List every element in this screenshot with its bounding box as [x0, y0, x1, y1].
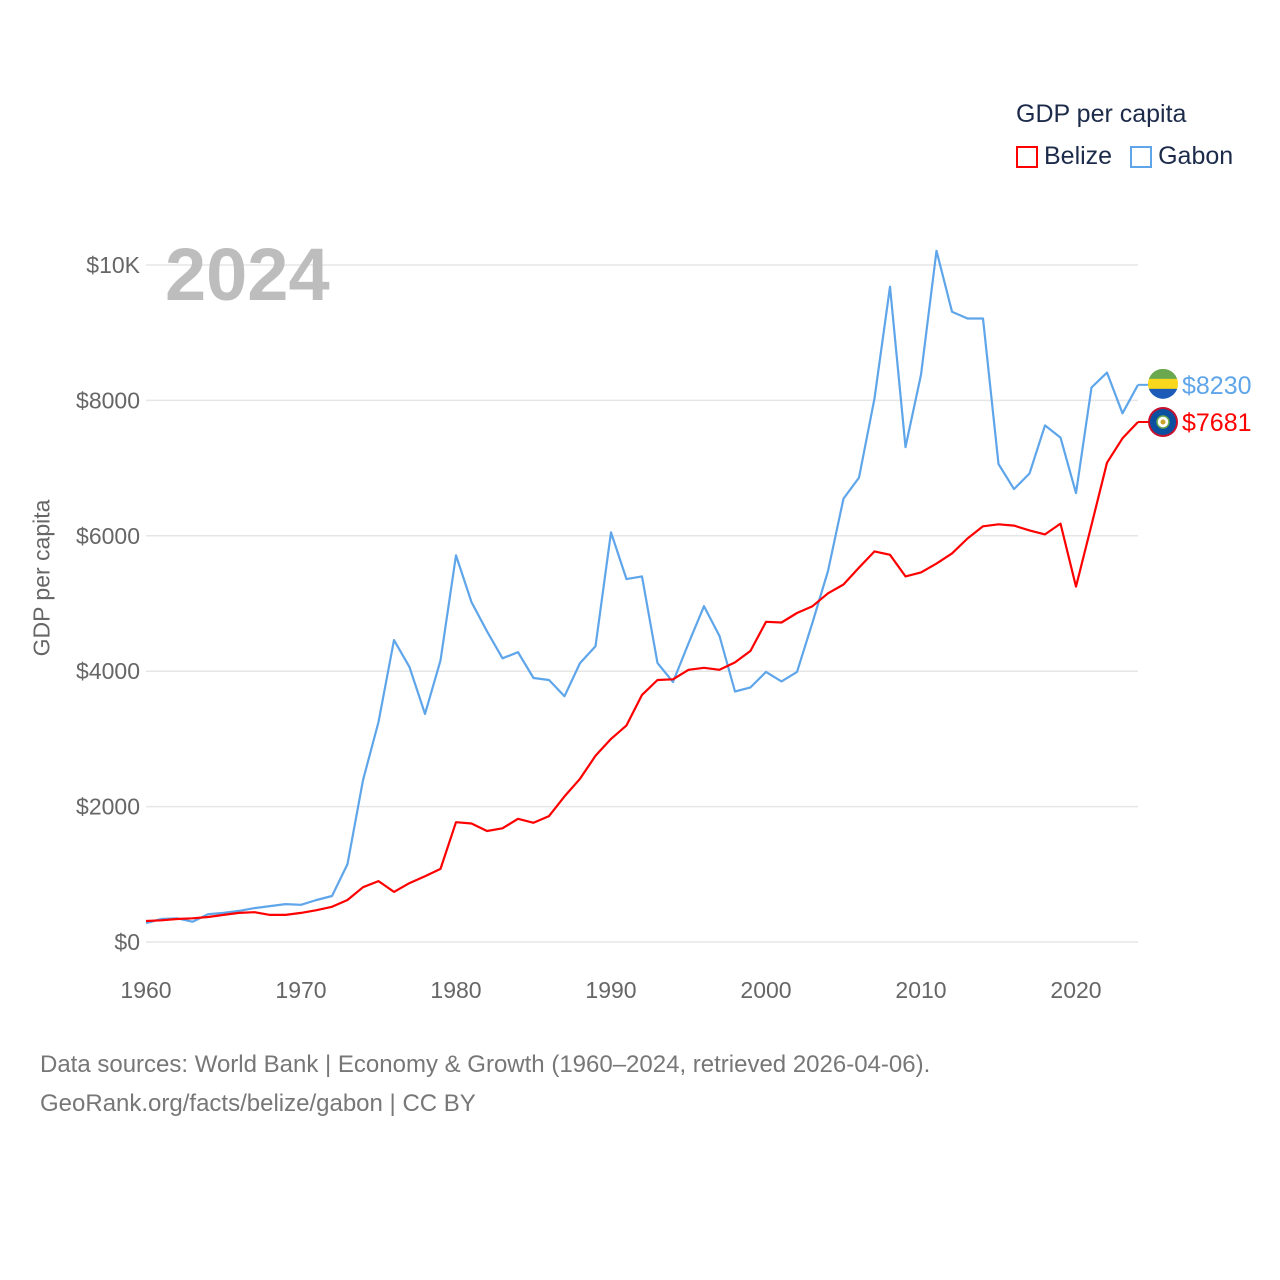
y-axis-label: GDP per capita	[28, 499, 55, 657]
source-note: Data sources: World Bank | Economy & Gro…	[40, 1045, 930, 1123]
legend-label-belize: Belize	[1044, 142, 1113, 170]
x-tick-label: 2000	[740, 977, 791, 1003]
series-line-gabon	[145, 249, 1139, 925]
y-tick-label: $10K	[86, 252, 140, 278]
y-tick-label: $6000	[76, 523, 140, 549]
source-line-2[interactable]: GeoRank.org/facts/belize/gabon | CC BY	[40, 1090, 476, 1117]
y-tick-label: $4000	[76, 658, 140, 684]
belize-flag-emblem-center	[1160, 419, 1166, 425]
y-tick-label: $0	[114, 929, 140, 955]
legend-swatch-gabon	[1130, 145, 1153, 168]
year-label: 2024	[165, 233, 330, 316]
legend-item-gabon[interactable]: Gabon	[1130, 142, 1233, 171]
y-tick-label: $2000	[76, 794, 140, 820]
legend-title: GDP per capita	[1016, 100, 1187, 128]
x-tick-label: 1970	[275, 977, 326, 1003]
source-line-1: Data sources: World Bank | Economy & Gro…	[40, 1051, 931, 1078]
x-tick-label: 2010	[895, 977, 946, 1003]
x-tick-label: 2020	[1050, 977, 1101, 1003]
x-tick-label: 1980	[430, 977, 481, 1003]
gabon-flag-icon	[1148, 368, 1178, 399]
x-tick-label: 1990	[585, 977, 636, 1003]
legend: Belize Gabon	[1016, 142, 1233, 171]
series-line-belize	[145, 421, 1139, 923]
legend-item-belize[interactable]: Belize	[1016, 142, 1112, 171]
y-tick-label: $8000	[76, 387, 140, 413]
legend-label-gabon: Gabon	[1158, 142, 1234, 170]
legend-swatch-belize	[1016, 145, 1038, 168]
x-tick-label: 1960	[120, 977, 171, 1003]
end-value-label-gabon: $8230	[1182, 372, 1252, 400]
end-value-label-belize: $7681	[1182, 409, 1252, 437]
